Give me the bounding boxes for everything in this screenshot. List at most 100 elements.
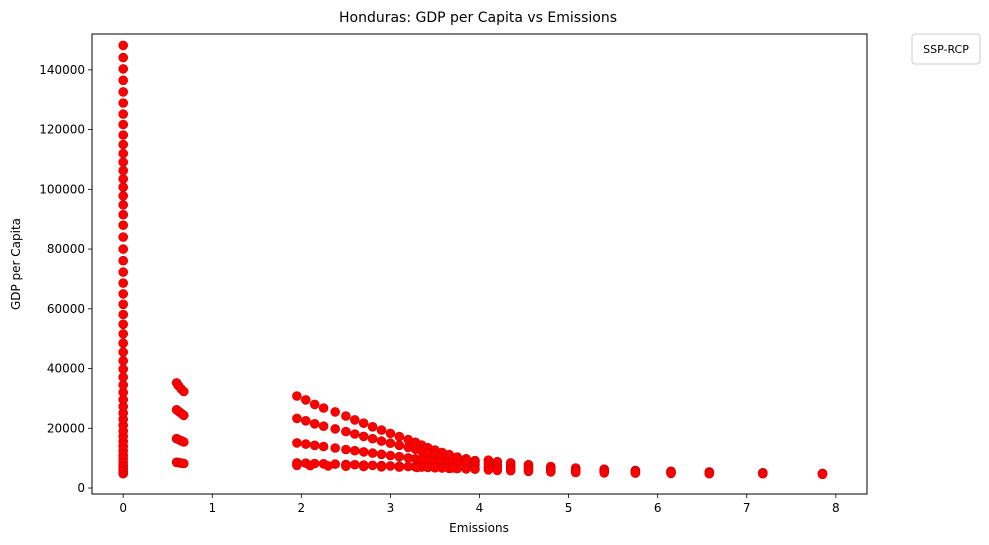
data-point bbox=[447, 463, 458, 473]
x-tick-label: 3 bbox=[387, 501, 395, 515]
y-tick-label: 140000 bbox=[39, 63, 85, 77]
data-point bbox=[118, 40, 128, 51]
data-point bbox=[118, 98, 128, 108]
data-point bbox=[292, 460, 302, 471]
data-point bbox=[385, 450, 396, 461]
data-point bbox=[118, 355, 128, 366]
data-point bbox=[118, 191, 128, 201]
data-point bbox=[300, 439, 311, 449]
chart-title: Honduras: GDP per Capita vs Emissions bbox=[339, 10, 617, 26]
data-point bbox=[318, 441, 329, 452]
data-point bbox=[292, 438, 302, 448]
data-point bbox=[394, 440, 405, 451]
data-point bbox=[358, 418, 369, 429]
data-point bbox=[118, 109, 128, 119]
data-point bbox=[358, 461, 369, 472]
data-point bbox=[179, 437, 189, 447]
x-axis-label: Emissions bbox=[449, 521, 509, 535]
y-tick-label: 100000 bbox=[39, 182, 85, 196]
data-point bbox=[309, 418, 320, 429]
y-tick-label: 40000 bbox=[47, 362, 85, 376]
data-point bbox=[118, 338, 128, 349]
data-point bbox=[118, 182, 128, 192]
data-point bbox=[318, 403, 329, 413]
data-point bbox=[323, 461, 333, 471]
data-point bbox=[358, 447, 369, 457]
y-tick-label: 0 bbox=[77, 481, 85, 495]
legend-box bbox=[911, 33, 981, 65]
data-point bbox=[666, 468, 676, 479]
data-point bbox=[118, 364, 128, 374]
data-point bbox=[412, 462, 422, 473]
data-point bbox=[341, 426, 351, 437]
data-point bbox=[118, 130, 128, 140]
data-point bbox=[461, 464, 471, 474]
data-point bbox=[305, 460, 316, 471]
data-point bbox=[349, 429, 360, 439]
data-point bbox=[341, 444, 351, 455]
data-point bbox=[757, 468, 768, 479]
data-point bbox=[118, 289, 128, 299]
data-point bbox=[330, 424, 341, 434]
data-point bbox=[492, 465, 503, 476]
x-tick-label: 1 bbox=[208, 501, 216, 515]
data-point bbox=[309, 399, 320, 410]
data-point bbox=[179, 410, 189, 421]
data-point bbox=[118, 157, 128, 167]
data-point bbox=[570, 467, 581, 478]
data-point bbox=[118, 139, 128, 150]
data-point bbox=[118, 220, 128, 230]
data-point bbox=[385, 428, 396, 439]
data-point bbox=[292, 391, 302, 401]
data-point bbox=[430, 462, 440, 473]
data-point bbox=[367, 421, 378, 432]
data-point bbox=[358, 431, 369, 442]
x-tick-label: 7 bbox=[743, 501, 751, 515]
data-point bbox=[367, 433, 378, 444]
x-tick-label: 6 bbox=[654, 501, 662, 515]
data-point bbox=[179, 458, 189, 469]
data-point bbox=[483, 464, 494, 475]
data-point bbox=[292, 413, 302, 424]
data-point bbox=[704, 468, 715, 479]
data-point bbox=[118, 87, 128, 97]
data-point bbox=[118, 200, 128, 210]
data-point bbox=[118, 75, 128, 86]
data-point bbox=[349, 415, 360, 425]
data-point bbox=[118, 52, 128, 63]
data-point bbox=[118, 119, 128, 130]
y-tick-label: 60000 bbox=[47, 302, 85, 316]
data-point bbox=[318, 421, 329, 432]
data-point bbox=[505, 465, 516, 476]
data-point bbox=[367, 448, 378, 458]
x-tick-label: 4 bbox=[476, 501, 484, 515]
data-point bbox=[599, 467, 610, 478]
x-axis-ticks: 0 1 2 3 4 5 6 7 8 bbox=[119, 494, 840, 515]
data-point bbox=[118, 244, 128, 254]
data-point bbox=[817, 469, 828, 480]
data-point bbox=[118, 165, 128, 176]
x-tick-label: 0 bbox=[119, 501, 127, 515]
data-point bbox=[118, 64, 128, 74]
data-point bbox=[179, 386, 189, 397]
data-point bbox=[118, 309, 128, 320]
data-point bbox=[545, 467, 556, 477]
data-point bbox=[118, 148, 128, 159]
data-point bbox=[118, 329, 128, 339]
data-point bbox=[523, 466, 534, 477]
plot-frame bbox=[91, 33, 868, 495]
data-point bbox=[118, 278, 128, 288]
data-point bbox=[349, 445, 360, 456]
data-point bbox=[118, 209, 128, 220]
legend: SSP-RCP bbox=[911, 33, 981, 65]
data-point bbox=[470, 464, 480, 475]
data-point bbox=[341, 461, 351, 472]
data-point bbox=[118, 232, 128, 242]
data-point bbox=[300, 415, 311, 426]
data-point bbox=[118, 267, 128, 277]
y-axis-ticks: 0 20000 40000 60000 80000 100000 120000 140000 bbox=[39, 63, 92, 495]
data-point bbox=[367, 460, 378, 471]
data-point bbox=[376, 449, 387, 460]
x-tick-label: 2 bbox=[298, 501, 306, 515]
y-tick-label: 20000 bbox=[47, 421, 85, 435]
